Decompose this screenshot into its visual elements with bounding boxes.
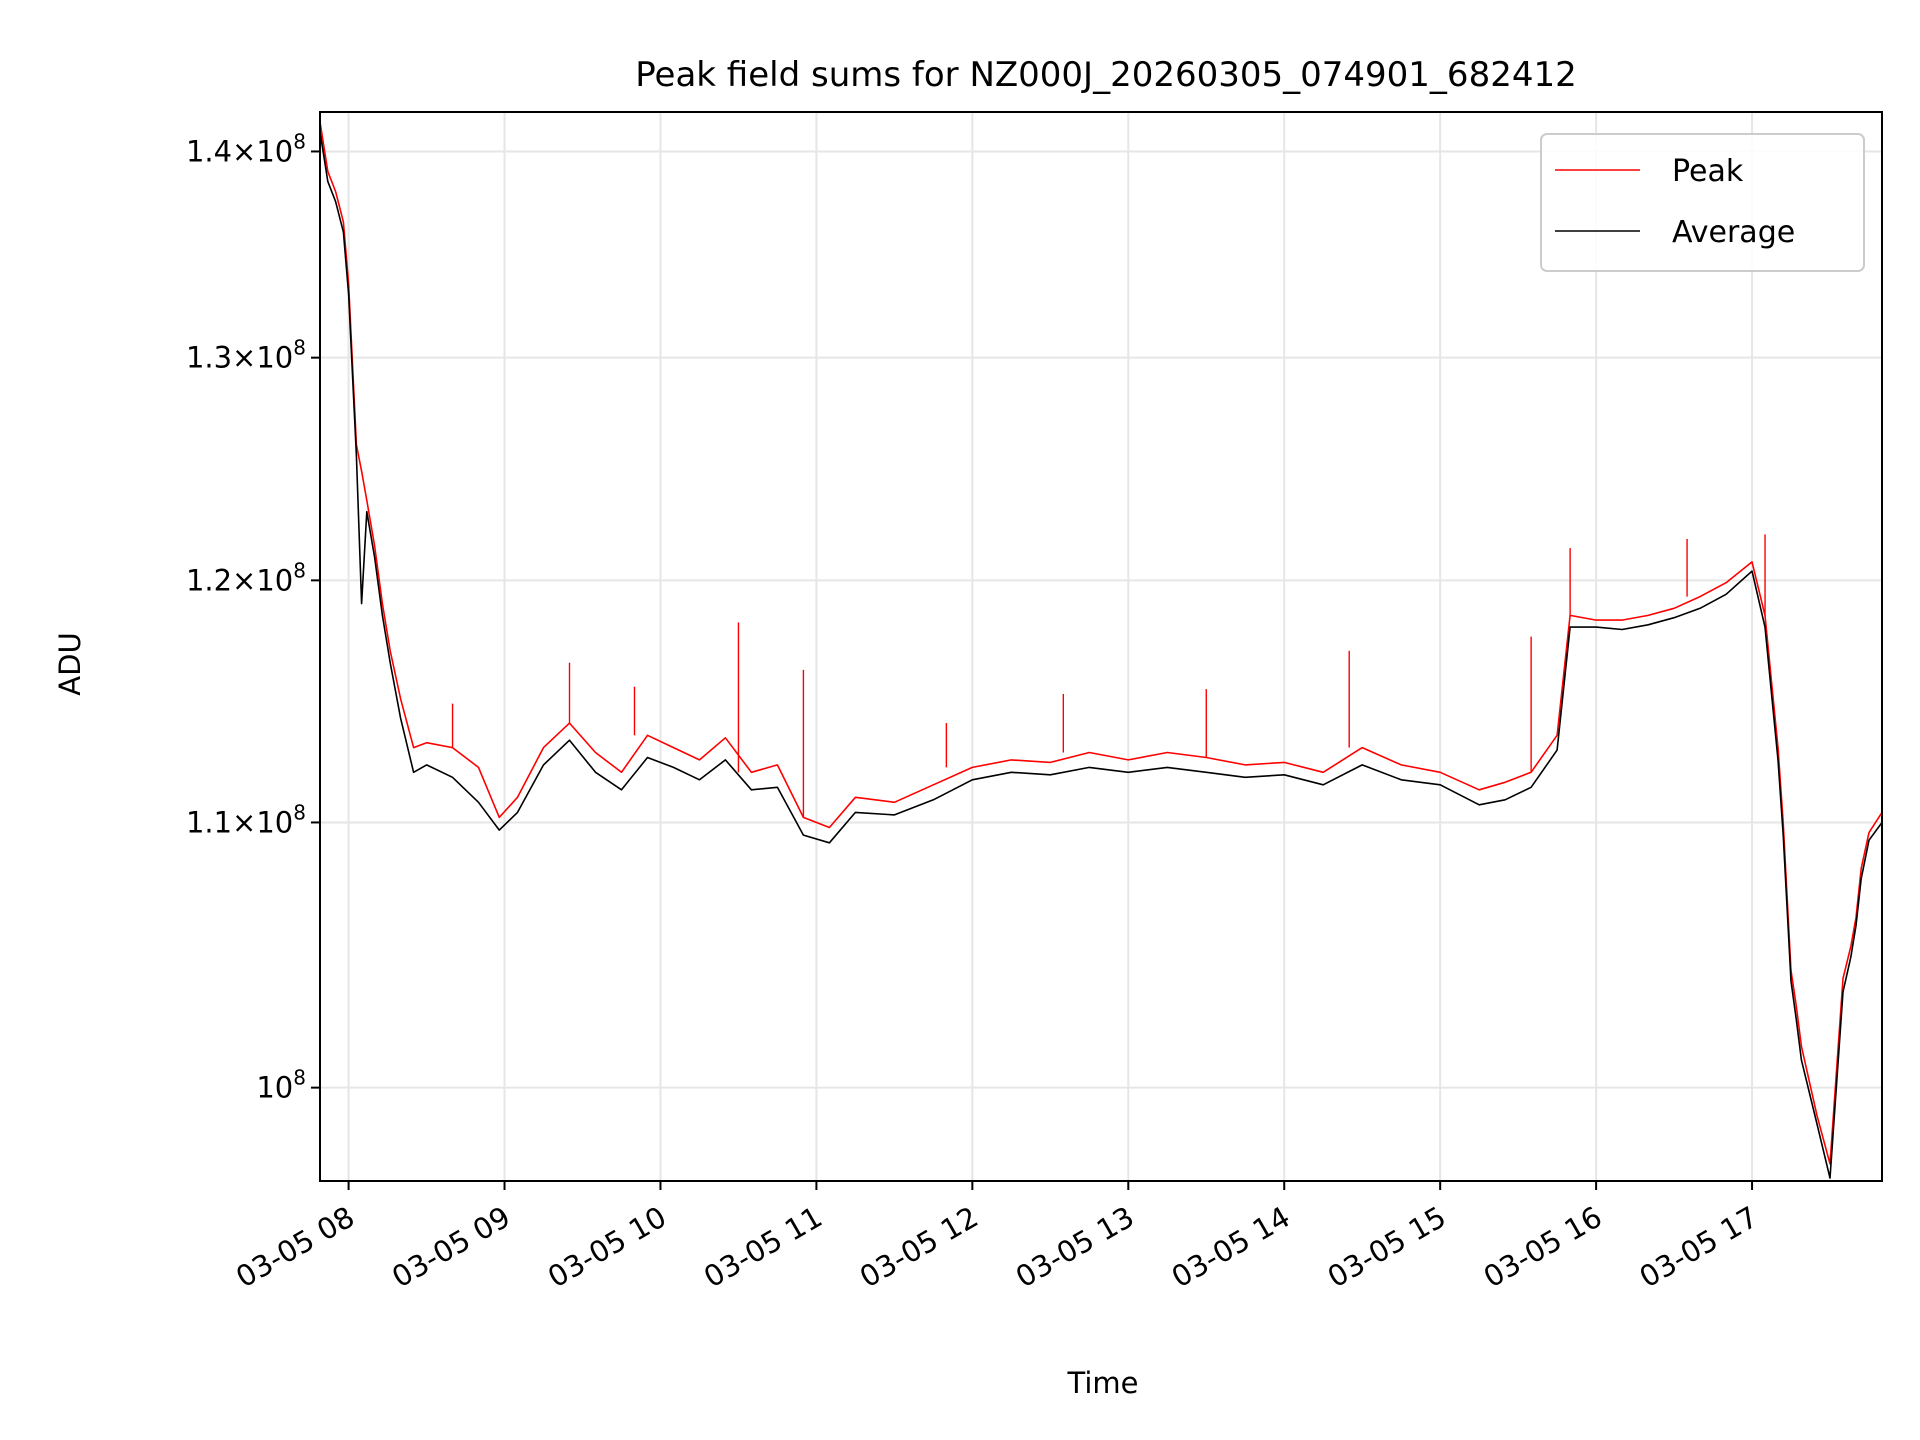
series-lines	[319, 121, 1883, 1179]
y-axis-label: ADU	[53, 632, 87, 695]
grid	[320, 112, 1882, 1181]
y-tick-label: 1.3×108	[186, 336, 306, 375]
series-line-peak	[319, 121, 1883, 1165]
x-axis-label: Time	[1067, 1366, 1139, 1400]
y-tick-label: 1.4×108	[186, 129, 306, 168]
y-tick-label: 1.1×108	[186, 800, 306, 839]
y-tick-label: 1.2×108	[186, 558, 306, 597]
y-tick-label: 108	[256, 1066, 306, 1105]
legend-box	[1540, 133, 1865, 272]
plot-frame	[319, 111, 1883, 1182]
legend: Peak Average	[1540, 133, 1865, 272]
legend-label-average: Average	[1672, 215, 1795, 250]
legend-label-peak: Peak	[1672, 154, 1744, 189]
series-line-average	[319, 131, 1883, 1179]
chart-title: Peak field sums for NZ000J_20260305_0749…	[635, 55, 1576, 95]
